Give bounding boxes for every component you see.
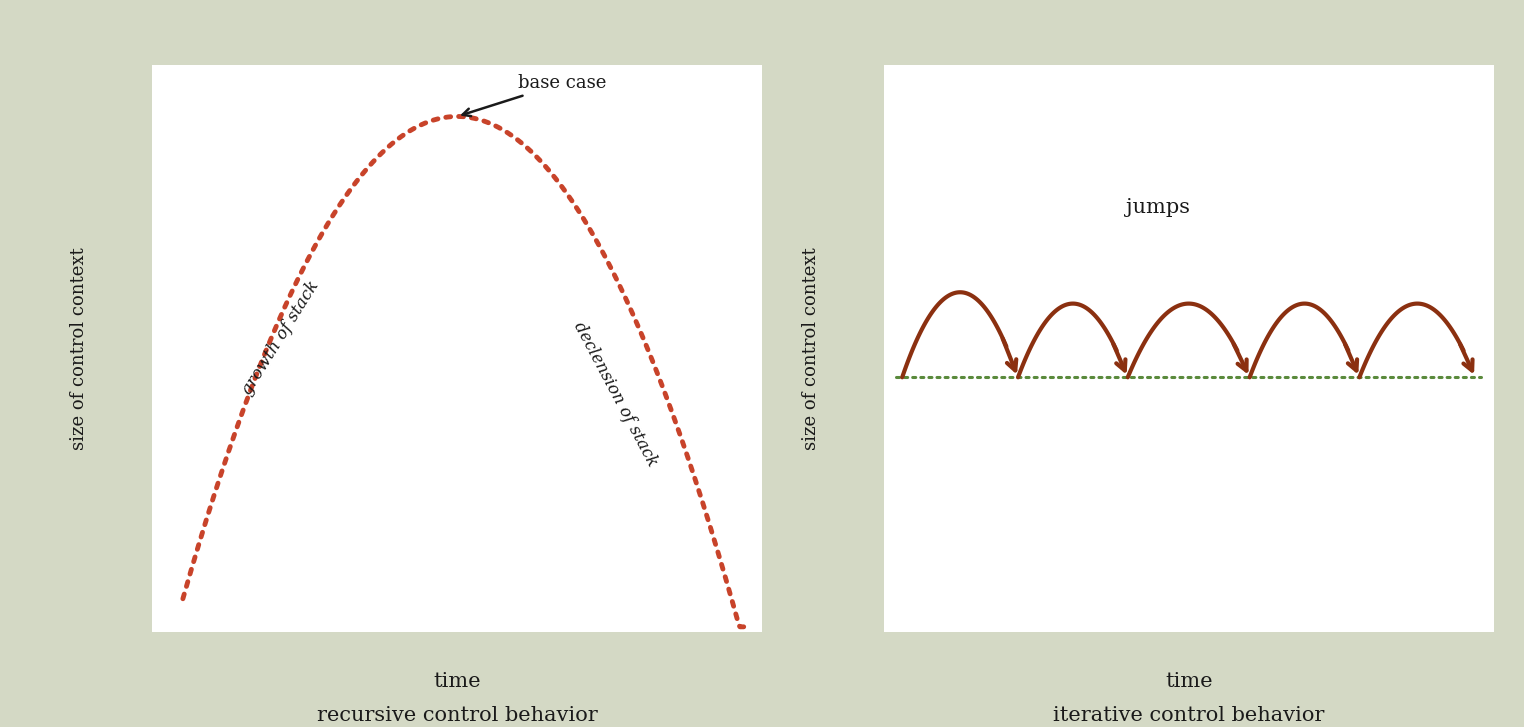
Text: iterative control behavior: iterative control behavior [1053, 706, 1324, 726]
Text: recursive control behavior: recursive control behavior [317, 706, 597, 726]
Text: time: time [433, 672, 482, 691]
Text: growth of stack: growth of stack [238, 278, 323, 398]
Text: size of control context: size of control context [802, 248, 820, 450]
Text: size of control context: size of control context [70, 248, 88, 450]
Text: jumps: jumps [1126, 198, 1190, 217]
Text: declension of stack: declension of stack [570, 319, 661, 470]
Text: base case: base case [462, 74, 607, 116]
Text: time: time [1164, 672, 1213, 691]
